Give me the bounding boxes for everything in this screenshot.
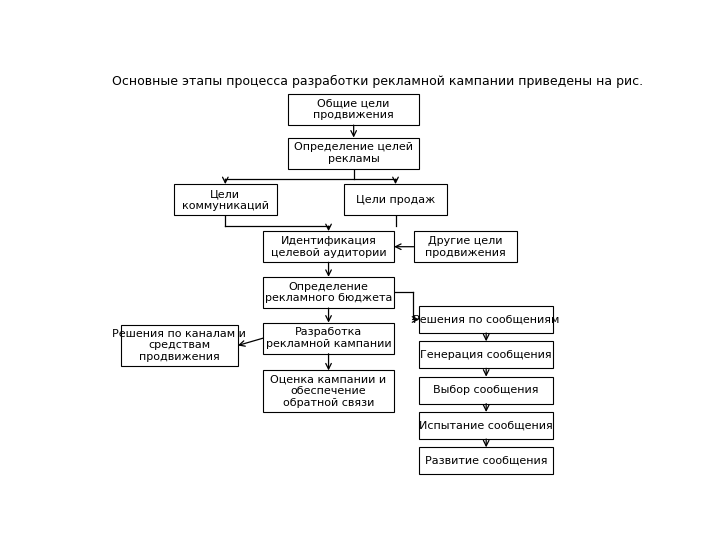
Text: Испытание сообщения: Испытание сообщения [419, 421, 553, 430]
Text: Определение целей
рекламы: Определение целей рекламы [294, 143, 413, 164]
Bar [263, 277, 394, 308]
Text: Другие цели
продвижения: Другие цели продвижения [425, 236, 505, 258]
Bar [344, 184, 447, 215]
Bar [419, 341, 553, 368]
Text: Определение
рекламного бюджета: Определение рекламного бюджета [265, 282, 392, 303]
Text: Развитие сообщения: Развитие сообщения [425, 456, 547, 466]
Text: Выбор сообщения: Выбор сообщения [433, 385, 539, 395]
Bar [419, 306, 553, 333]
Bar [263, 231, 394, 262]
Text: Решения по каналам и
средствам
продвижения: Решения по каналам и средствам продвижен… [112, 329, 246, 362]
Text: Разработка
рекламной кампании: Разработка рекламной кампании [266, 327, 392, 349]
Bar [263, 370, 394, 412]
Bar [419, 412, 553, 439]
Text: Идентификация
целевой аудитории: Идентификация целевой аудитории [271, 236, 387, 258]
Bar [288, 94, 419, 125]
Text: Основные этапы процесса разработки рекламной кампании приведены на рис.: Основные этапы процесса разработки рекла… [112, 75, 644, 88]
Text: Цели продаж: Цели продаж [356, 195, 435, 205]
Text: Оценка кампании и
обеспечение
обратной связи: Оценка кампании и обеспечение обратной с… [271, 375, 387, 408]
Text: Общие цели
продвижения: Общие цели продвижения [313, 99, 394, 120]
Text: Цели
коммуникаций: Цели коммуникаций [182, 189, 269, 211]
Text: Решения по сообщениям: Решения по сообщениям [413, 314, 559, 325]
Bar [263, 322, 394, 354]
Bar [419, 447, 553, 474]
Bar [413, 231, 517, 262]
Bar [174, 184, 277, 215]
Bar [288, 138, 419, 168]
Text: Генерация сообщения: Генерация сообщения [420, 350, 552, 360]
Bar [419, 377, 553, 404]
Bar [121, 325, 238, 366]
